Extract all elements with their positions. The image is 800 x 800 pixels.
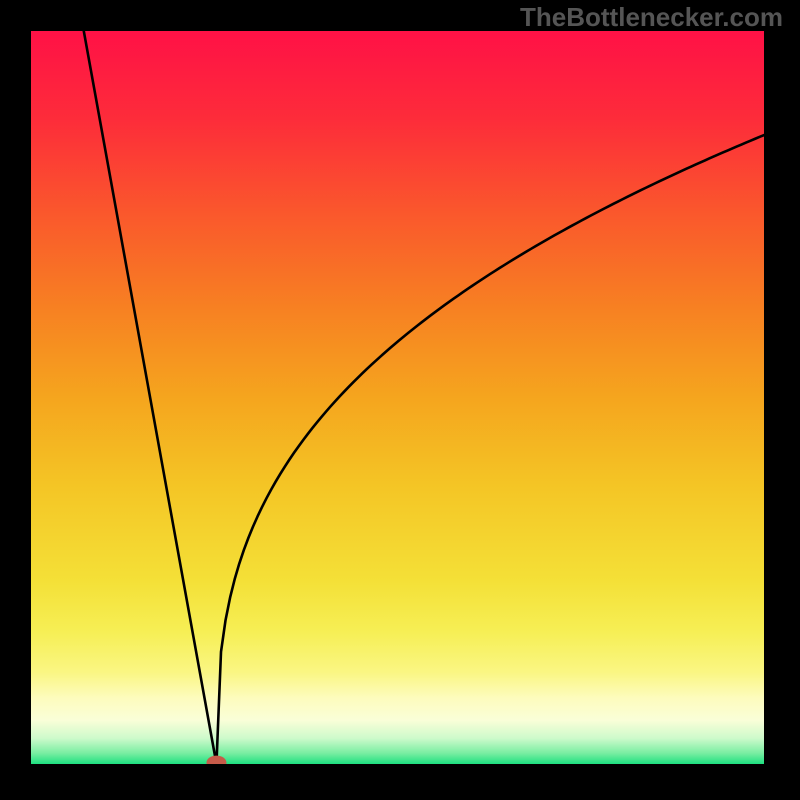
bottleneck-chart: TheBottlenecker.com xyxy=(0,0,800,800)
gradient-background xyxy=(31,31,764,764)
watermark-text: TheBottlenecker.com xyxy=(520,2,783,32)
